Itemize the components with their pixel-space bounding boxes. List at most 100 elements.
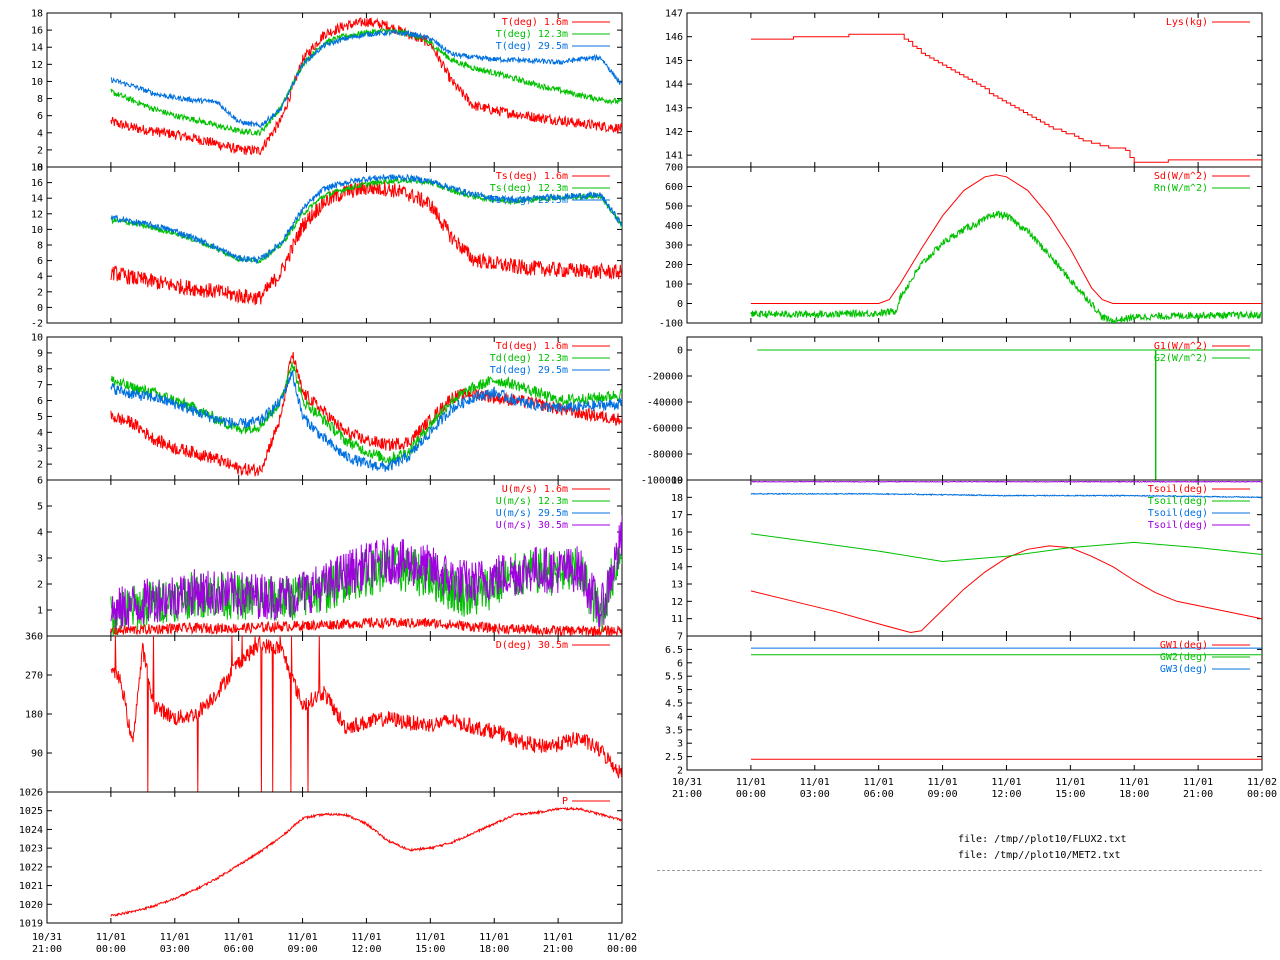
y-tick-label: 3 — [677, 739, 683, 750]
series-line — [750, 33, 1262, 163]
y-tick-label: 5 — [677, 685, 683, 696]
y-tick-label: 1025 — [19, 806, 43, 817]
y-tick-label: 360 — [25, 632, 43, 643]
plot-frame — [686, 635, 1263, 771]
y-tick-label: 6 — [37, 111, 43, 122]
y-tick-label: 144 — [665, 80, 683, 91]
legend-label: Td(deg) 12.3m — [490, 353, 568, 364]
left-x-tick-label: 10/31 — [32, 932, 62, 943]
y-tick-label: 0 — [37, 303, 43, 314]
series-line — [750, 480, 1262, 483]
y-tick-label: 6 — [37, 256, 43, 267]
y-tick-label: 2 — [677, 766, 683, 777]
y-tick-label: 145 — [665, 56, 683, 67]
chart-lys: 141 142 143 144 145 146 147 Lys(kg) — [665, 9, 1263, 168]
y-tick-label: 4 — [677, 712, 683, 723]
left-x-tick-label: 11/01 — [479, 932, 509, 943]
y-tick-label: 300 — [665, 241, 683, 252]
y-tick-label: 143 — [665, 103, 683, 114]
series-group — [750, 480, 1262, 634]
y-tick-label: 4 — [37, 128, 43, 139]
y-tick-label: 18 — [31, 163, 43, 174]
legend-label: Tsoil(deg) — [1148, 508, 1208, 519]
right-x-tick-label: 11/01 — [864, 777, 894, 788]
legend-label: U(m/s) 1.6m — [502, 484, 568, 495]
series-group — [110, 351, 622, 477]
y-tick-label: 270 — [25, 671, 43, 682]
series-group — [110, 515, 622, 636]
y-tick-label: 18 — [31, 9, 43, 20]
y-tick-label: 7 — [37, 380, 43, 391]
y-tick-label: 3 — [37, 554, 43, 565]
y-tick-label: -100 — [659, 319, 683, 330]
y-tick-label: 10 — [31, 77, 43, 88]
right-x-tick-label: 21:00 — [672, 789, 702, 800]
y-tick-label: 14 — [671, 562, 683, 573]
y-tick-label: 0 — [37, 163, 43, 174]
y-tick-label: 3 — [37, 444, 43, 455]
y-tick-label: 141 — [665, 151, 683, 162]
y-tick-label: 6 — [37, 396, 43, 407]
right-x-tick-label: 03:00 — [800, 789, 830, 800]
plot-frame — [46, 791, 623, 924]
plot-frame — [686, 12, 1263, 168]
y-tick-label: -40000 — [647, 398, 683, 409]
legend-label: U(m/s) 30.5m — [496, 520, 568, 531]
right-x-tick-label: 21:00 — [1183, 789, 1213, 800]
y-tick-label: 2 — [37, 580, 43, 591]
y-tick-label: 5.5 — [665, 672, 683, 683]
legend-label: Ts(deg) 1.6m — [496, 171, 568, 182]
y-tick-label: 10 — [31, 333, 43, 344]
series-line — [110, 515, 622, 630]
right-x-tick-label: 06:00 — [864, 789, 894, 800]
legend-label: Td(deg) 1.6m — [496, 341, 568, 352]
y-tick-label: 1 — [37, 606, 43, 617]
left-x-tick-label: 11/01 — [351, 932, 381, 943]
legend-label: Ts(deg) 29.5m — [490, 195, 568, 206]
chart-wdir: 90 180 270 360 D(deg) 30.5m — [25, 632, 623, 793]
right-x-tick-label: 15:00 — [1055, 789, 1085, 800]
y-tick-label: -80000 — [647, 450, 683, 461]
plot-frame — [46, 166, 623, 324]
y-tick-label: 10 — [31, 225, 43, 236]
left-x-tick-label: 11/01 — [96, 932, 126, 943]
y-tick-label: 8 — [37, 241, 43, 252]
series-group — [750, 33, 1262, 163]
y-tick-label: 1022 — [19, 862, 43, 873]
legend-label: G2(W/m^2) — [1154, 353, 1208, 364]
y-tick-label: 12 — [31, 60, 43, 71]
file-label-met: file: /tmp//plot10/MET2.txt — [958, 850, 1121, 861]
y-tick-label: 6 — [677, 658, 683, 669]
left-x-tick-label: 21:00 — [32, 944, 62, 955]
right-x-tick-label: 09:00 — [928, 789, 958, 800]
series-line — [757, 349, 1262, 480]
chart-tsoil: 111213141516171819Tsoil(deg)Tsoil(deg)Ts… — [671, 476, 1263, 637]
series-group — [750, 174, 1262, 323]
right-x-tick-label: 11/01 — [991, 777, 1021, 788]
y-tick-label: 2.5 — [665, 752, 683, 763]
y-tick-label: 400 — [665, 221, 683, 232]
legend-label: Tsoil(deg) — [1148, 484, 1208, 495]
right-x-tick-label: 11/01 — [1055, 777, 1085, 788]
y-tick-label: 1019 — [19, 919, 43, 930]
y-tick-label: 6 — [37, 476, 43, 487]
y-tick-label: 14 — [31, 194, 43, 205]
series-group — [757, 349, 1262, 480]
series-group — [110, 636, 622, 792]
y-tick-label: 2 — [37, 460, 43, 471]
series-line — [110, 27, 622, 136]
chart-gflux: -100000 -80000 -60000 -40000 -20000 0 G1(W/m^2… — [641, 336, 1263, 487]
y-tick-label: 12 — [31, 209, 43, 220]
series-line — [750, 545, 1262, 634]
y-tick-label: 19 — [671, 476, 683, 487]
chart-rad: -100 0 100 200 300 400 500 600 700 Sd(W/m^2)Rn(W/… — [659, 163, 1263, 330]
legend-label: D(deg) 30.5m — [496, 640, 568, 651]
left-x-tick-label: 12:00 — [351, 944, 381, 955]
y-tick-label: 9 — [37, 348, 43, 359]
y-tick-label: 5 — [37, 502, 43, 513]
y-tick-label: 500 — [665, 202, 683, 213]
y-tick-label: 100 — [665, 280, 683, 291]
legend-label: G1(W/m^2) — [1154, 341, 1208, 352]
right-x-tick-label: 11/01 — [1183, 777, 1213, 788]
left-x-tick-label: 11/01 — [160, 932, 190, 943]
